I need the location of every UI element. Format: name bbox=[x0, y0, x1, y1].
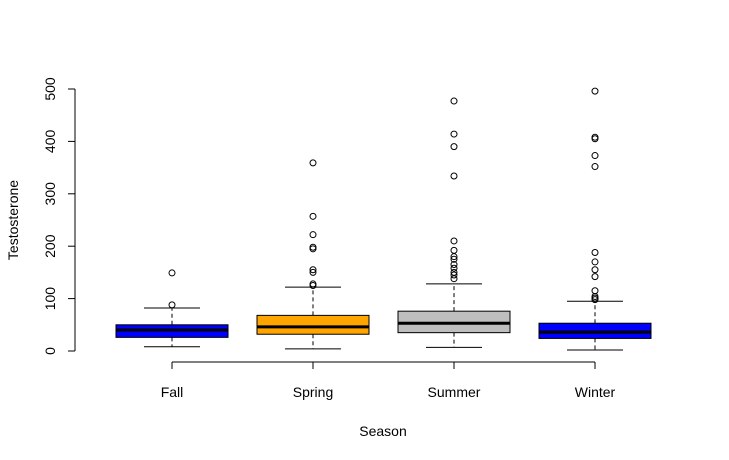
x-axis-label: Season bbox=[359, 423, 406, 439]
y-axis-label: Testosterone bbox=[5, 180, 21, 260]
outlier-point bbox=[450, 264, 458, 272]
x-tick-label: Summer bbox=[428, 384, 481, 400]
outlier-point bbox=[450, 246, 458, 254]
outlier-point bbox=[450, 172, 458, 180]
outlier-point bbox=[591, 163, 599, 171]
outlier-point bbox=[450, 271, 458, 279]
outlier-point bbox=[309, 268, 317, 276]
outlier-point bbox=[450, 268, 458, 276]
outlier-point bbox=[450, 255, 458, 263]
outlier-point bbox=[591, 266, 599, 274]
outlier-point bbox=[591, 287, 599, 295]
outlier-point bbox=[168, 301, 176, 309]
outlier-point bbox=[309, 231, 317, 239]
axes-layer: Fall Spring Summer Winter 0 100 200 300 400 500 bbox=[42, 77, 616, 400]
box-group-fall bbox=[115, 269, 229, 348]
outlier-point bbox=[591, 273, 599, 281]
outlier-point bbox=[309, 243, 317, 251]
outlier-point bbox=[450, 97, 458, 105]
y-tick-label: 0 bbox=[42, 347, 58, 355]
outlier-point bbox=[168, 269, 176, 277]
box-iqr bbox=[256, 314, 370, 335]
x-tick-label: Spring bbox=[293, 384, 333, 400]
box-group-spring bbox=[256, 159, 370, 350]
x-tick-label: Winter bbox=[575, 384, 616, 400]
outlier-point bbox=[450, 261, 458, 269]
y-tick-label: 300 bbox=[42, 182, 58, 206]
outlier-point bbox=[591, 133, 599, 141]
y-tick-label: 400 bbox=[42, 130, 58, 154]
y-tick-label: 200 bbox=[42, 234, 58, 258]
y-tick-label: 500 bbox=[42, 77, 58, 101]
y-tick-label: 100 bbox=[42, 287, 58, 311]
outlier-point bbox=[591, 87, 599, 95]
boxes-layer bbox=[115, 87, 652, 351]
outlier-point bbox=[309, 280, 317, 288]
box-group-winter bbox=[538, 87, 652, 351]
x-tick-label: Fall bbox=[161, 384, 184, 400]
outlier-point bbox=[309, 159, 317, 167]
outlier-point bbox=[450, 237, 458, 245]
outlier-point bbox=[450, 143, 458, 151]
outlier-point bbox=[591, 248, 599, 256]
outlier-point bbox=[591, 152, 599, 160]
outlier-point bbox=[591, 258, 599, 266]
box-group-summer bbox=[397, 97, 511, 348]
outlier-point bbox=[309, 266, 317, 274]
outlier-point bbox=[450, 130, 458, 138]
outlier-point bbox=[309, 212, 317, 220]
